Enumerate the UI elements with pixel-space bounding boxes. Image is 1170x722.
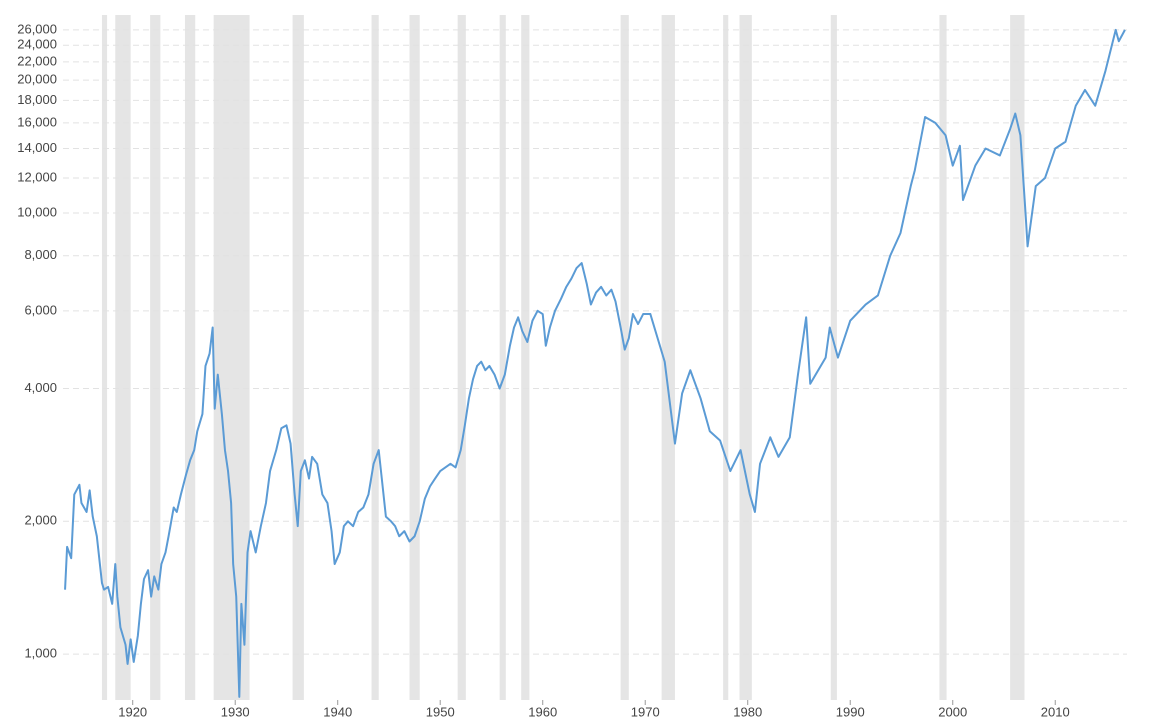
y-tick-label: 18,000	[17, 92, 57, 107]
y-tick-label: 10,000	[17, 204, 57, 219]
recession-band	[499, 15, 506, 700]
y-tick-label: 4,000	[24, 380, 57, 395]
recession-band	[371, 15, 379, 700]
grid-layer	[63, 29, 1127, 655]
shade-layer	[101, 15, 1025, 700]
x-tick-label: 2010	[1041, 704, 1070, 719]
x-tick-label: 1920	[118, 704, 147, 719]
recession-band	[409, 15, 420, 700]
recession-band	[739, 15, 752, 700]
y-tick-label: 1,000	[24, 646, 57, 661]
y-tick-label: 2,000	[24, 513, 57, 528]
recession-band	[830, 15, 837, 700]
x-tick-label: 1980	[733, 704, 762, 719]
recession-band	[150, 15, 161, 700]
recession-band	[292, 15, 304, 700]
recession-band	[521, 15, 530, 700]
recession-band	[115, 15, 131, 700]
y-tick-label: 6,000	[24, 302, 57, 317]
recession-band	[723, 15, 729, 700]
y-tick-label: 16,000	[17, 114, 57, 129]
y-tick-label: 20,000	[17, 72, 57, 87]
data-line	[64, 28, 1126, 698]
x-tick-label: 2000	[938, 704, 967, 719]
x-tick-label: 1930	[221, 704, 250, 719]
y-tick-label: 24,000	[17, 37, 57, 52]
recession-band	[1010, 15, 1025, 700]
y-tick-label: 12,000	[17, 169, 57, 184]
line-layer	[64, 28, 1126, 698]
recession-band	[661, 15, 675, 700]
x-tick-label: 1960	[528, 704, 557, 719]
y-tick-label: 14,000	[17, 140, 57, 155]
recession-band	[184, 15, 196, 700]
recession-band	[213, 15, 250, 700]
recession-band	[101, 15, 108, 700]
label-layer: 1,000 2,000 4,000 6,000 8,000 10,000 12,000 14,…	[17, 21, 1069, 719]
y-tick-label: 26,000	[17, 21, 57, 36]
x-tick-label: 1990	[836, 704, 865, 719]
recession-band	[939, 15, 947, 700]
y-tick-label: 22,000	[17, 53, 57, 68]
x-tick-label: 1950	[426, 704, 455, 719]
recession-band	[457, 15, 466, 700]
y-tick-label: 8,000	[24, 247, 57, 262]
x-tick-label: 1970	[631, 704, 660, 719]
x-tick-label: 1940	[323, 704, 352, 719]
recession-band	[620, 15, 629, 700]
